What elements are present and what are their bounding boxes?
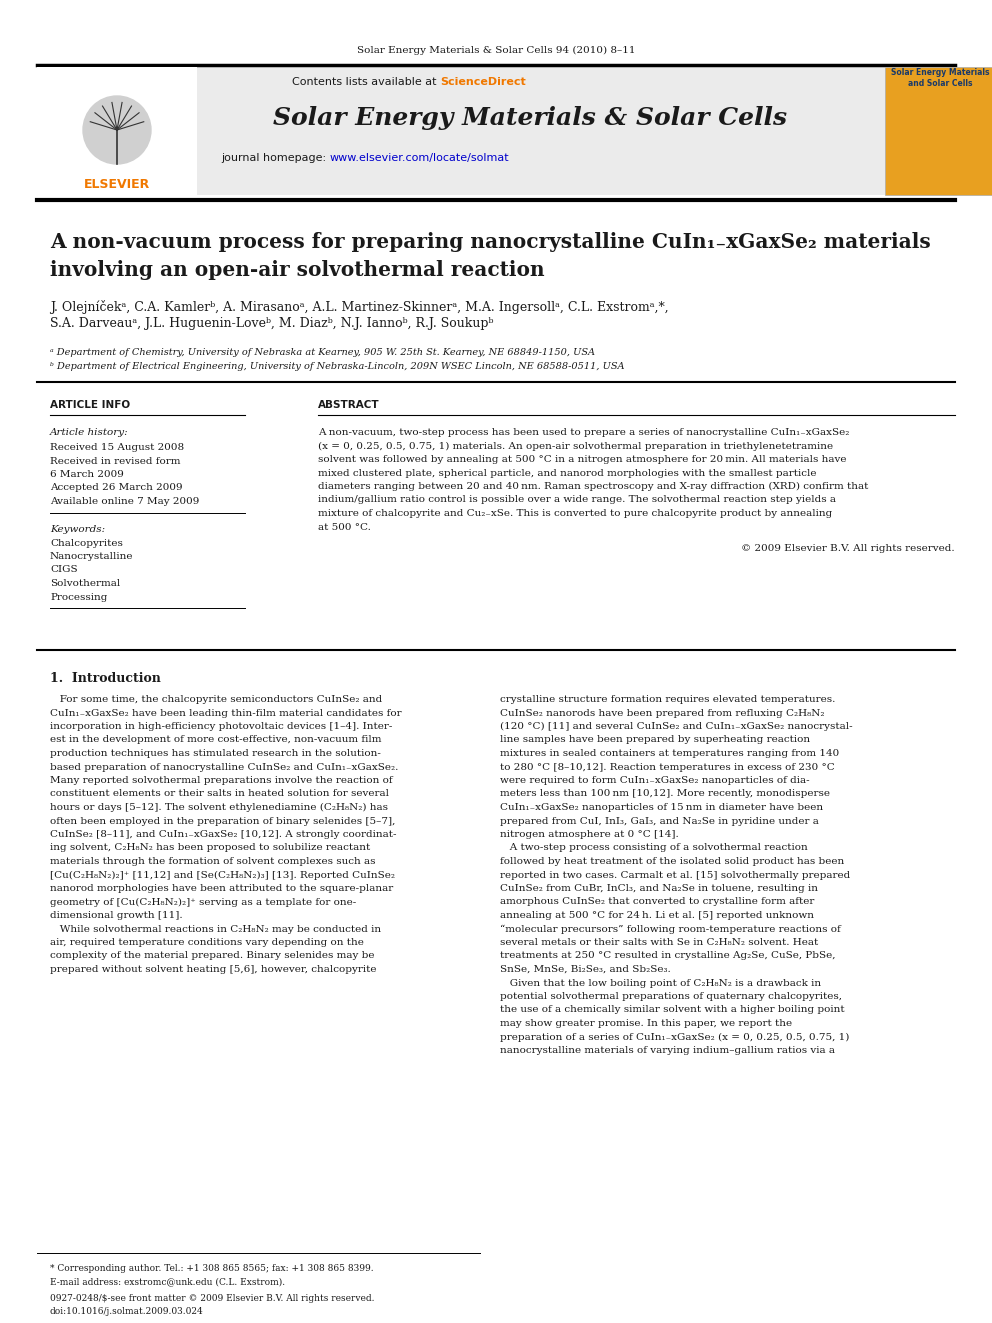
Text: annealing at 500 °C for 24 h. Li et al. [5] reported unknown: annealing at 500 °C for 24 h. Li et al. … [500, 912, 814, 919]
Text: crystalline structure formation requires elevated temperatures.: crystalline structure formation requires… [500, 695, 835, 704]
Text: Solar Energy Materials & Solar Cells 94 (2010) 8–11: Solar Energy Materials & Solar Cells 94 … [357, 45, 635, 54]
Text: several metals or their salts with Se in C₂H₈N₂ solvent. Heat: several metals or their salts with Se in… [500, 938, 818, 947]
Text: hours or days [5–12]. The solvent ethylenediamine (C₂H₈N₂) has: hours or days [5–12]. The solvent ethyle… [50, 803, 388, 812]
Text: E-mail address: exstromc@unk.edu (C.L. Exstrom).: E-mail address: exstromc@unk.edu (C.L. E… [50, 1277, 285, 1286]
Text: A non-vacuum process for preparing nanocrystalline CuIn₁₋xGaxSe₂ materials: A non-vacuum process for preparing nanoc… [50, 232, 930, 251]
Text: Received 15 August 2008: Received 15 August 2008 [50, 443, 185, 452]
Text: Article history:: Article history: [50, 429, 129, 437]
Text: While solvothermal reactions in C₂H₈N₂ may be conducted in: While solvothermal reactions in C₂H₈N₂ m… [50, 925, 381, 934]
Text: nanorod morphologies have been attributed to the square-planar: nanorod morphologies have been attribute… [50, 884, 393, 893]
Text: J. Olejníčekᵃ, C.A. Kamlerᵇ, A. Mirasanoᵃ, A.L. Martinez-Skinnerᵃ, M.A. Ingersol: J. Olejníčekᵃ, C.A. Kamlerᵇ, A. Mirasano… [50, 300, 669, 314]
Text: (x = 0, 0.25, 0.5, 0.75, 1) materials. An open-air solvothermal preparation in t: (x = 0, 0.25, 0.5, 0.75, 1) materials. A… [318, 442, 833, 451]
Text: CuInSe₂ [8–11], and CuIn₁₋xGaxSe₂ [10,12]. A strongly coordinat-: CuInSe₂ [8–11], and CuIn₁₋xGaxSe₂ [10,12… [50, 830, 397, 839]
Text: geometry of [Cu(C₂H₈N₂)₂]⁺ serving as a template for one-: geometry of [Cu(C₂H₈N₂)₂]⁺ serving as a … [50, 897, 356, 906]
Text: 0927-0248/$-see front matter © 2009 Elsevier B.V. All rights reserved.: 0927-0248/$-see front matter © 2009 Else… [50, 1294, 375, 1303]
Text: involving an open-air solvothermal reaction: involving an open-air solvothermal react… [50, 261, 545, 280]
Text: ABSTRACT: ABSTRACT [318, 400, 380, 410]
Text: ᵇ Department of Electrical Engineering, University of Nebraska-Lincoln, 209N WSE: ᵇ Department of Electrical Engineering, … [50, 363, 625, 370]
Text: Given that the low boiling point of C₂H₈N₂ is a drawback in: Given that the low boiling point of C₂H₈… [500, 979, 821, 987]
FancyBboxPatch shape [37, 67, 955, 194]
Text: ing solvent, C₂H₈N₂ has been proposed to solubilize reactant: ing solvent, C₂H₈N₂ has been proposed to… [50, 844, 370, 852]
Text: mixtures in sealed containers at temperatures ranging from 140: mixtures in sealed containers at tempera… [500, 749, 839, 758]
Text: were required to form CuIn₁₋xGaxSe₂ nanoparticles of dia-: were required to form CuIn₁₋xGaxSe₂ nano… [500, 777, 809, 785]
Text: indium/gallium ratio control is possible over a wide range. The solvothermal rea: indium/gallium ratio control is possible… [318, 496, 836, 504]
Text: CuIn₁₋xGaxSe₂ have been leading thin-film material candidates for: CuIn₁₋xGaxSe₂ have been leading thin-fil… [50, 709, 402, 717]
Text: S.A. Darveauᵃ, J.L. Huguenin-Loveᵇ, M. Diazᵇ, N.J. Iannoᵇ, R.J. Soukupᵇ: S.A. Darveauᵃ, J.L. Huguenin-Loveᵇ, M. D… [50, 318, 493, 329]
Text: Received in revised form: Received in revised form [50, 456, 181, 466]
Text: A non-vacuum, two-step process has been used to prepare a series of nanocrystall: A non-vacuum, two-step process has been … [318, 429, 849, 437]
Text: solvent was followed by annealing at 500 °C in a nitrogen atmosphere for 20 min.: solvent was followed by annealing at 500… [318, 455, 846, 464]
Text: Solar Energy Materials
and Solar Cells: Solar Energy Materials and Solar Cells [891, 69, 989, 87]
Text: CuInSe₂ nanorods have been prepared from refluxing C₂H₈N₂: CuInSe₂ nanorods have been prepared from… [500, 709, 824, 717]
Text: [Cu(C₂H₈N₂)₂]⁺ [11,12] and [Se(C₂H₈N₂)₃] [13]. Reported CuInSe₂: [Cu(C₂H₈N₂)₂]⁺ [11,12] and [Se(C₂H₈N₂)₃]… [50, 871, 395, 880]
Text: often been employed in the preparation of binary selenides [5–7],: often been employed in the preparation o… [50, 816, 396, 826]
Text: Contents lists available at: Contents lists available at [292, 77, 440, 87]
Text: meters less than 100 nm [10,12]. More recently, monodisperse: meters less than 100 nm [10,12]. More re… [500, 790, 830, 799]
Text: Many reported solvothermal preparations involve the reaction of: Many reported solvothermal preparations … [50, 777, 393, 785]
Text: (120 °C) [11] and several CuInSe₂ and CuIn₁₋xGaxSe₂ nanocrystal-: (120 °C) [11] and several CuInSe₂ and Cu… [500, 722, 853, 732]
Text: based preparation of nanocrystalline CuInSe₂ and CuIn₁₋xGaxSe₂.: based preparation of nanocrystalline CuI… [50, 762, 399, 771]
Text: 6 March 2009: 6 March 2009 [50, 470, 124, 479]
Text: incorporation in high-efficiency photovoltaic devices [1–4]. Inter-: incorporation in high-efficiency photovo… [50, 722, 393, 732]
Text: air, required temperature conditions vary depending on the: air, required temperature conditions var… [50, 938, 364, 947]
Text: CuInSe₂ from CuBr, InCl₃, and Na₂Se in toluene, resulting in: CuInSe₂ from CuBr, InCl₃, and Na₂Se in t… [500, 884, 818, 893]
Text: CIGS: CIGS [50, 565, 77, 574]
Text: prepared without solvent heating [5,6], however, chalcopyrite: prepared without solvent heating [5,6], … [50, 964, 377, 974]
Text: reported in two cases. Carmalt et al. [15] solvothermally prepared: reported in two cases. Carmalt et al. [1… [500, 871, 850, 880]
Text: journal homepage:: journal homepage: [221, 153, 330, 163]
Text: ScienceDirect: ScienceDirect [440, 77, 526, 87]
FancyBboxPatch shape [37, 67, 197, 194]
Text: Accepted 26 March 2009: Accepted 26 March 2009 [50, 483, 183, 492]
Text: dimensional growth [11].: dimensional growth [11]. [50, 912, 183, 919]
Text: constituent elements or their salts in heated solution for several: constituent elements or their salts in h… [50, 790, 389, 799]
Text: ARTICLE INFO: ARTICLE INFO [50, 400, 130, 410]
Text: Processing: Processing [50, 593, 107, 602]
Text: Chalcopyrites: Chalcopyrites [50, 538, 123, 548]
Text: potential solvothermal preparations of quaternary chalcopyrites,: potential solvothermal preparations of q… [500, 992, 842, 1002]
Text: ELSEVIER: ELSEVIER [84, 179, 150, 192]
Text: * Corresponding author. Tel.: +1 308 865 8565; fax: +1 308 865 8399.: * Corresponding author. Tel.: +1 308 865… [50, 1263, 374, 1273]
Text: preparation of a series of CuIn₁₋xGaxSe₂ (x = 0, 0.25, 0.5, 0.75, 1): preparation of a series of CuIn₁₋xGaxSe₂… [500, 1032, 849, 1041]
Text: Solvothermal: Solvothermal [50, 579, 120, 587]
Text: diameters ranging between 20 and 40 nm. Raman spectroscopy and X-ray diffraction: diameters ranging between 20 and 40 nm. … [318, 482, 868, 491]
Text: ᵃ Department of Chemistry, University of Nebraska at Kearney, 905 W. 25th St. Ke: ᵃ Department of Chemistry, University of… [50, 348, 595, 357]
Text: complexity of the material prepared. Binary selenides may be: complexity of the material prepared. Bin… [50, 951, 375, 960]
Text: treatments at 250 °C resulted in crystalline Ag₂Se, CuSe, PbSe,: treatments at 250 °C resulted in crystal… [500, 951, 835, 960]
Text: prepared from CuI, InI₃, GaI₃, and Na₂Se in pyridine under a: prepared from CuI, InI₃, GaI₃, and Na₂Se… [500, 816, 818, 826]
Text: Solar Energy Materials & Solar Cells: Solar Energy Materials & Solar Cells [273, 106, 787, 130]
Text: mixed clustered plate, spherical particle, and nanorod morphologies with the sma: mixed clustered plate, spherical particl… [318, 468, 816, 478]
Text: © 2009 Elsevier B.V. All rights reserved.: © 2009 Elsevier B.V. All rights reserved… [741, 544, 955, 553]
Text: nitrogen atmosphere at 0 °C [14].: nitrogen atmosphere at 0 °C [14]. [500, 830, 679, 839]
Text: nanocrystalline materials of varying indium–gallium ratios via a: nanocrystalline materials of varying ind… [500, 1046, 835, 1054]
Text: Nanocrystalline: Nanocrystalline [50, 552, 134, 561]
Text: materials through the formation of solvent complexes such as: materials through the formation of solve… [50, 857, 376, 867]
Text: est in the development of more cost-effective, non-vacuum film: est in the development of more cost-effe… [50, 736, 382, 745]
Text: 1.  Introduction: 1. Introduction [50, 672, 161, 685]
Text: the use of a chemically similar solvent with a higher boiling point: the use of a chemically similar solvent … [500, 1005, 844, 1015]
Text: A two-step process consisting of a solvothermal reaction: A two-step process consisting of a solvo… [500, 844, 807, 852]
Circle shape [83, 97, 151, 164]
Text: line samples have been prepared by superheating reaction: line samples have been prepared by super… [500, 736, 810, 745]
FancyBboxPatch shape [885, 67, 992, 194]
Text: “molecular precursors” following room-temperature reactions of: “molecular precursors” following room-te… [500, 925, 841, 934]
Text: CuIn₁₋xGaxSe₂ nanoparticles of 15 nm in diameter have been: CuIn₁₋xGaxSe₂ nanoparticles of 15 nm in … [500, 803, 823, 812]
Text: doi:10.1016/j.solmat.2009.03.024: doi:10.1016/j.solmat.2009.03.024 [50, 1307, 203, 1316]
Text: www.elsevier.com/locate/solmat: www.elsevier.com/locate/solmat [330, 153, 510, 163]
Text: to 280 °C [8–10,12]. Reaction temperatures in excess of 230 °C: to 280 °C [8–10,12]. Reaction temperatur… [500, 762, 834, 771]
Text: Keywords:: Keywords: [50, 524, 105, 533]
Text: SnSe, MnSe, Bi₂Se₃, and Sb₂Se₃.: SnSe, MnSe, Bi₂Se₃, and Sb₂Se₃. [500, 964, 671, 974]
Text: at 500 °C.: at 500 °C. [318, 523, 371, 532]
Text: production techniques has stimulated research in the solution-: production techniques has stimulated res… [50, 749, 381, 758]
Text: amorphous CuInSe₂ that converted to crystalline form after: amorphous CuInSe₂ that converted to crys… [500, 897, 814, 906]
Text: For some time, the chalcopyrite semiconductors CuInSe₂ and: For some time, the chalcopyrite semicond… [50, 695, 382, 704]
Text: followed by heat treatment of the isolated solid product has been: followed by heat treatment of the isolat… [500, 857, 844, 867]
Text: may show greater promise. In this paper, we report the: may show greater promise. In this paper,… [500, 1019, 793, 1028]
Text: mixture of chalcopyrite and Cu₂₋xSe. This is converted to pure chalcopyrite prod: mixture of chalcopyrite and Cu₂₋xSe. Thi… [318, 509, 832, 519]
Text: Available online 7 May 2009: Available online 7 May 2009 [50, 497, 199, 505]
